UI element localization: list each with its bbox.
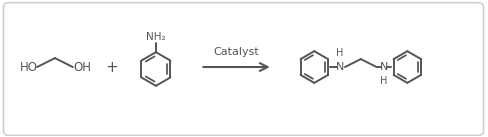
Text: HO: HO xyxy=(20,61,38,74)
Text: N: N xyxy=(379,62,388,72)
Text: Catalyst: Catalyst xyxy=(214,47,260,57)
Text: +: + xyxy=(105,59,118,75)
Text: H: H xyxy=(380,76,387,86)
Text: H: H xyxy=(336,48,344,58)
Text: N: N xyxy=(336,62,344,72)
Text: OH: OH xyxy=(74,61,92,74)
FancyBboxPatch shape xyxy=(3,3,484,135)
Text: NH₂: NH₂ xyxy=(146,32,166,42)
